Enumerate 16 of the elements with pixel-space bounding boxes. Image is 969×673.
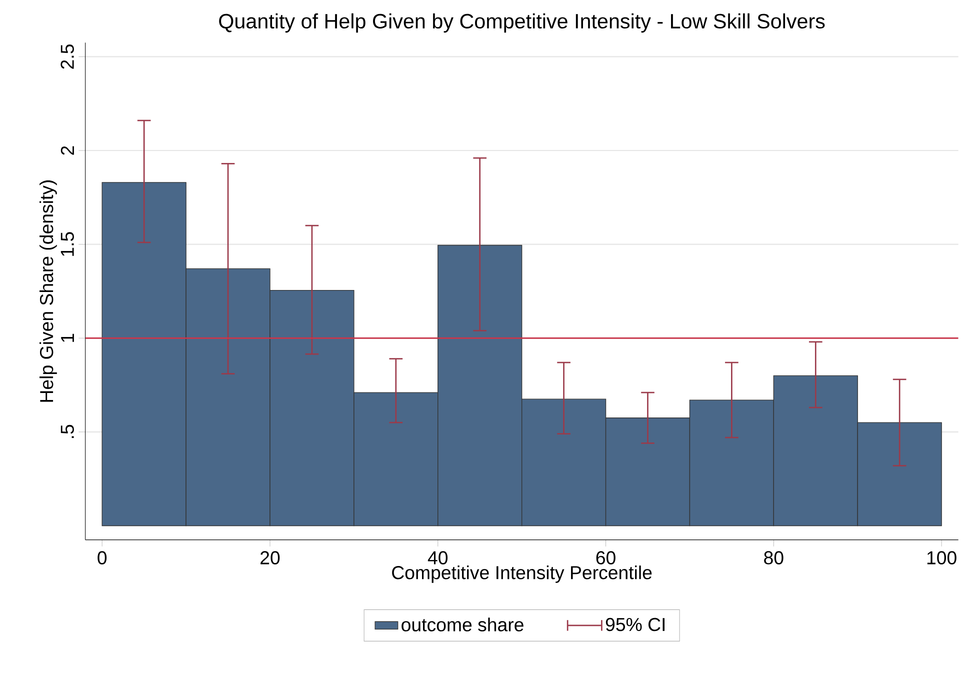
x-tick-label: 20 — [260, 551, 280, 564]
y-tick-label: 1.5 — [60, 232, 74, 256]
y-tick-label: 2.5 — [60, 44, 74, 69]
legend-label: outcome share — [402, 618, 524, 632]
x-tick-label: 0 — [98, 551, 107, 564]
x-tick-label: 40 — [428, 551, 448, 564]
y-tick-label: 2 — [60, 146, 74, 155]
y-tick-label: 1 — [61, 334, 74, 342]
x-tick-label: 60 — [596, 551, 616, 564]
y-tick-label: .5 — [60, 424, 74, 438]
chart-title: Quantity of Help Given by Competitive Intensity - Low Skill Solvers — [219, 13, 825, 33]
y-axis-title: Help Given Share (density) — [40, 180, 57, 402]
x-axis-title: Competitive Intensity Percentile — [392, 565, 652, 583]
x-tick-label: 80 — [764, 551, 784, 564]
x-tick-label: 100 — [927, 551, 956, 564]
text: 95% CI — [606, 618, 664, 632]
